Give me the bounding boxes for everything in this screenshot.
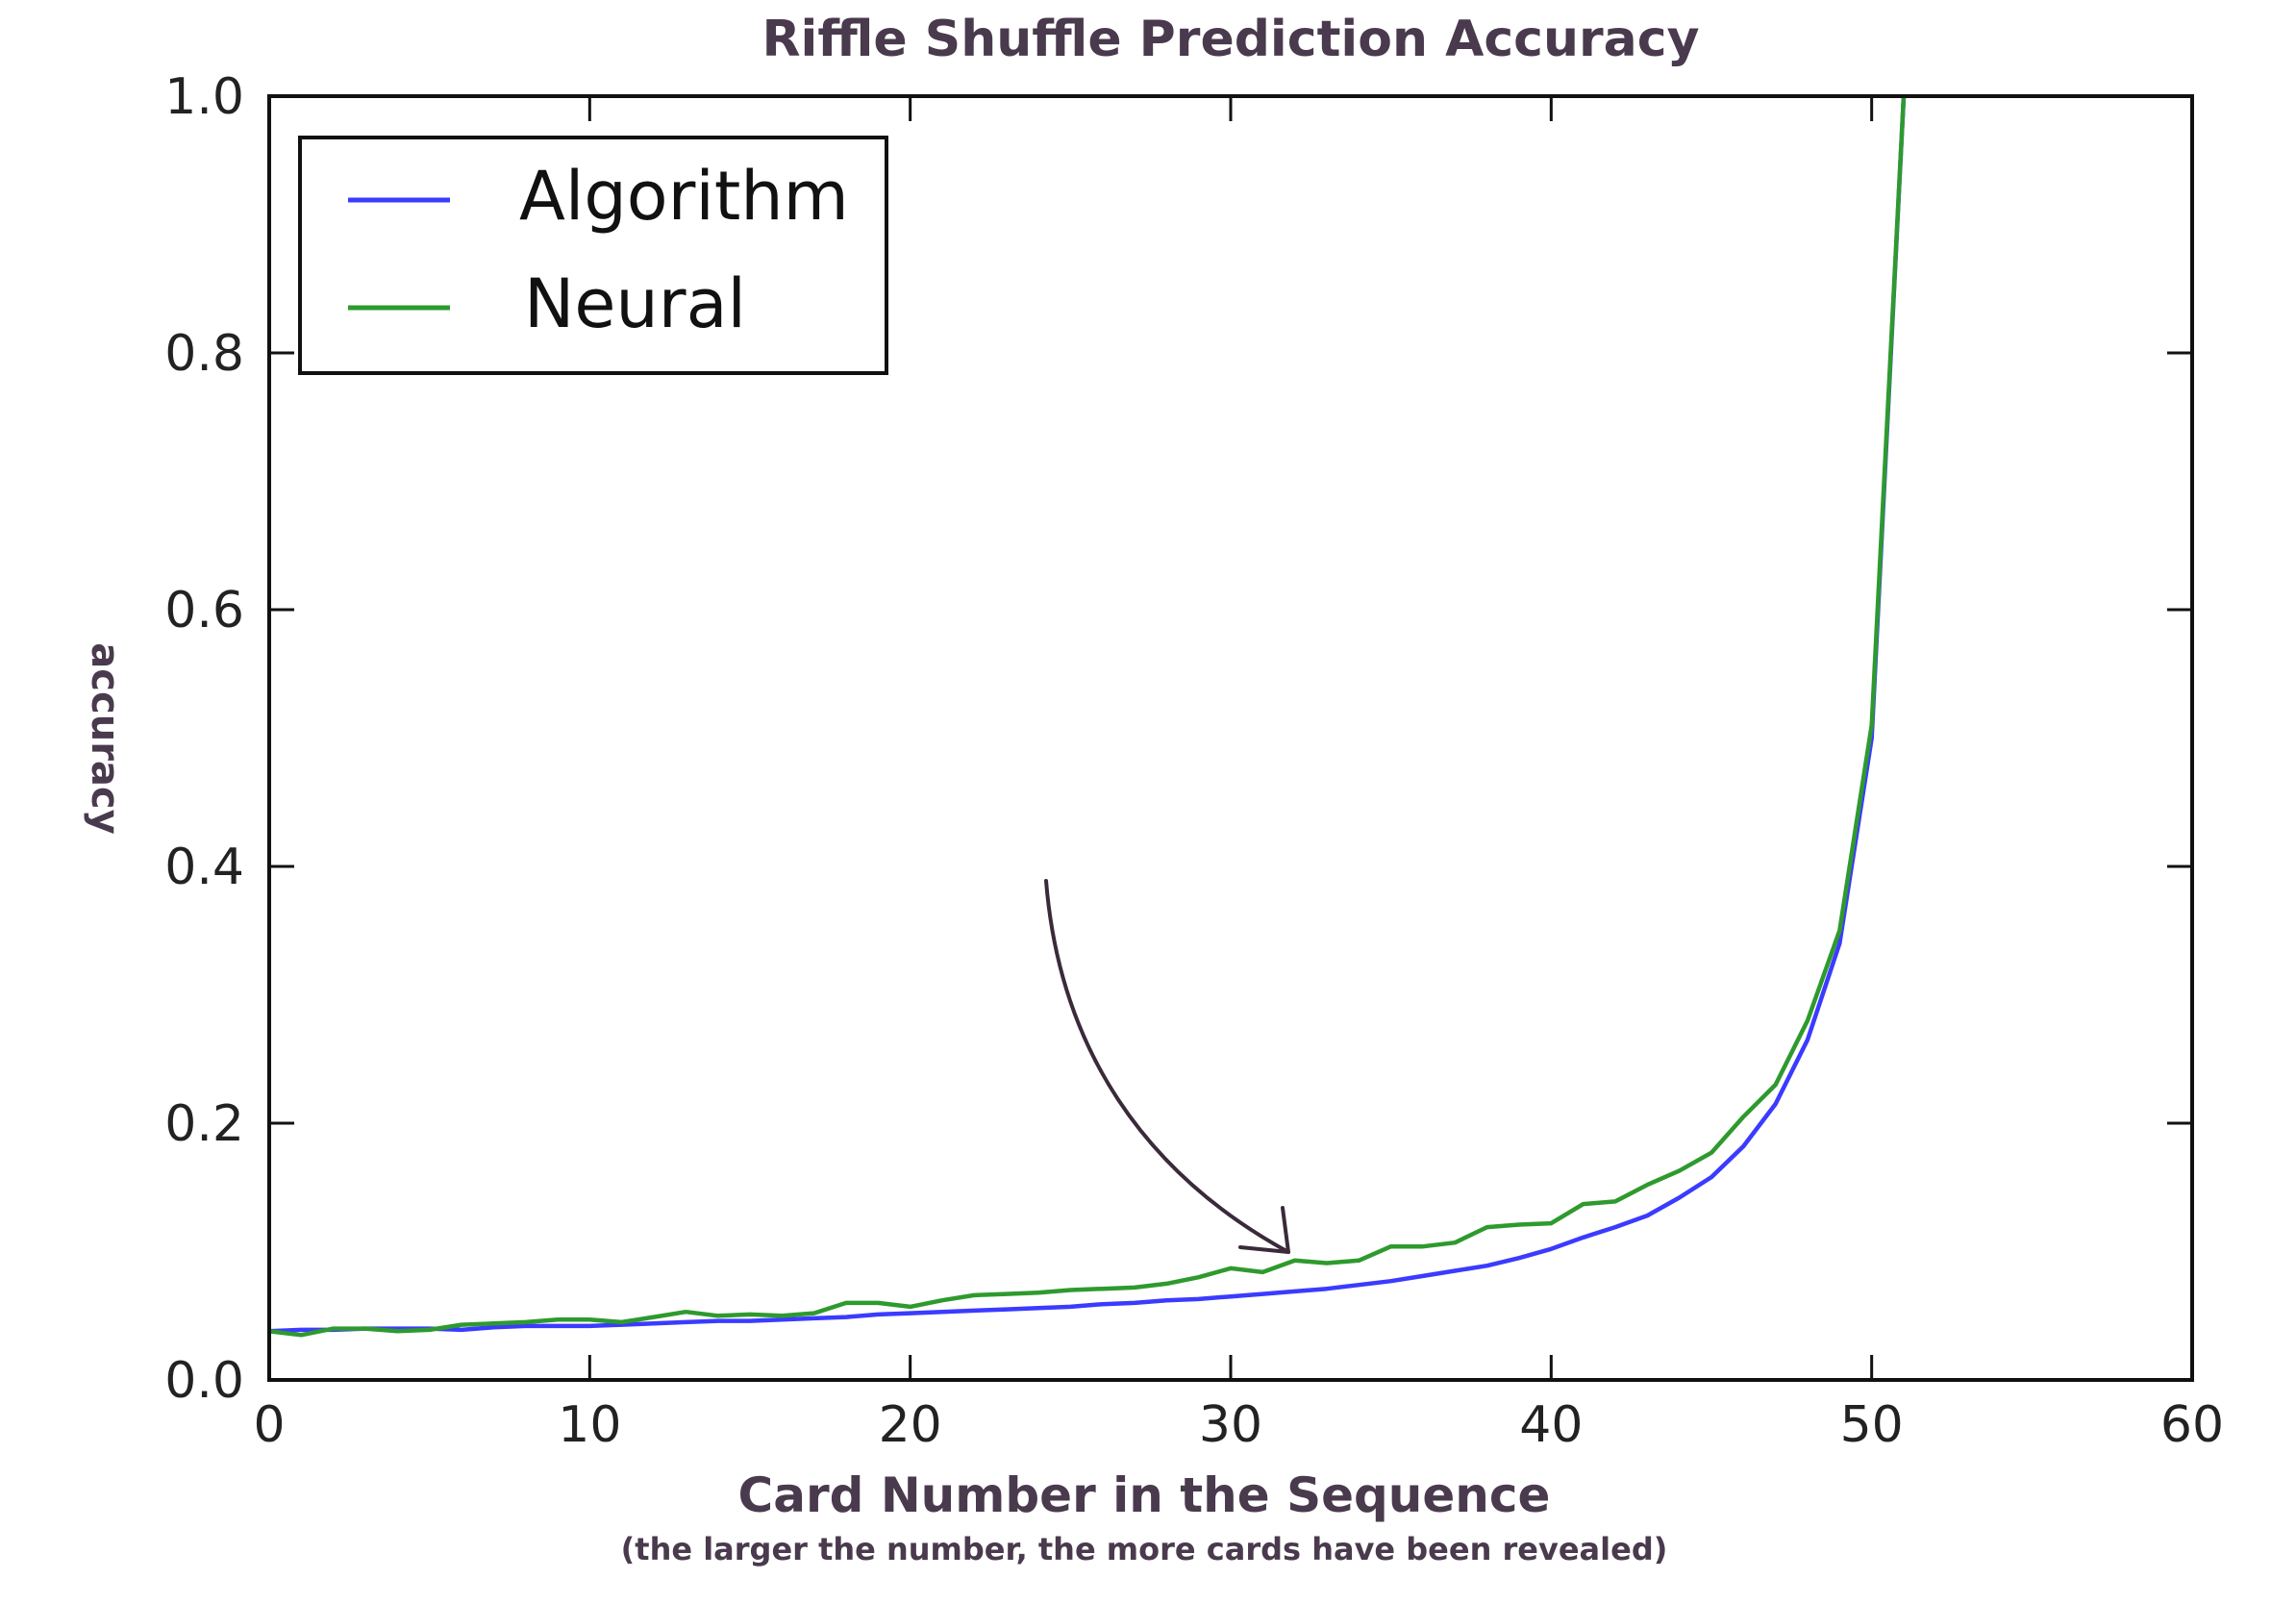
x-axis-label: Card Number in the Sequence	[738, 1467, 1551, 1523]
y-tick-label: 0.4	[164, 839, 244, 896]
y-tick-label: 0.0	[164, 1352, 244, 1410]
x-tick-label: 40	[1519, 1396, 1583, 1454]
chart-title: Riffle Shuffle Prediction Accuracy	[762, 11, 1700, 68]
x-tick-labels: 0 10 20 30 40 50 60	[253, 1396, 2224, 1454]
legend-box	[298, 136, 888, 375]
y-tick-label: 0.8	[164, 325, 244, 383]
x-tick-label: 50	[1840, 1396, 1904, 1454]
annotation-arrow	[1044, 879, 1290, 1254]
y-tick-label: 1.0	[164, 68, 244, 126]
y-tick-label: 0.2	[164, 1095, 244, 1153]
x-tick-label: 30	[1199, 1396, 1262, 1454]
x-axis-note: (the larger the number, the more cards h…	[621, 1531, 1668, 1567]
series-layer	[269, 96, 1907, 1338]
series-line-neural	[269, 96, 1907, 1338]
y-axis-label: accuracy	[83, 642, 127, 834]
legend-label-neural: Neural	[524, 264, 746, 343]
series-line-algorithm	[269, 96, 1907, 1334]
x-tick-label: 60	[2160, 1396, 2224, 1454]
y-tick-labels: 0.0 0.2 0.4 0.6 0.8 1.0	[164, 68, 244, 1410]
y-tick-label: 0.6	[164, 582, 244, 639]
x-tick-label: 10	[558, 1396, 621, 1454]
x-tick-label: 0	[253, 1396, 285, 1454]
legend: Algorithm Neural	[298, 136, 888, 375]
x-tick-label: 20	[879, 1396, 942, 1454]
annotation-arrowhead	[1238, 1206, 1290, 1254]
legend-label-algorithm: Algorithm	[519, 157, 849, 236]
plot-frame	[267, 94, 2194, 1382]
